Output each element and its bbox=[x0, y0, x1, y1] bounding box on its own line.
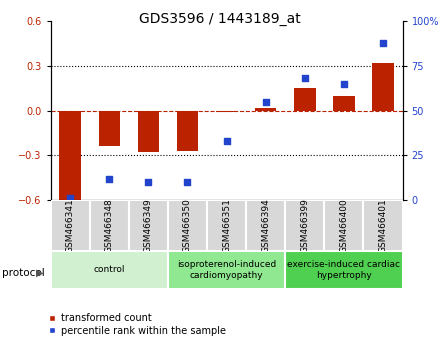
Text: isoproterenol-induced
cardiomyopathy: isoproterenol-induced cardiomyopathy bbox=[177, 260, 276, 280]
Bar bbox=[177, 110, 198, 151]
Text: GDS3596 / 1443189_at: GDS3596 / 1443189_at bbox=[139, 12, 301, 27]
Bar bbox=[324, 200, 363, 251]
Point bbox=[223, 138, 230, 144]
Text: control: control bbox=[94, 266, 125, 274]
Bar bbox=[216, 110, 237, 112]
Bar bbox=[99, 110, 120, 147]
Bar bbox=[333, 96, 355, 110]
Point bbox=[66, 195, 73, 201]
Bar bbox=[285, 251, 403, 289]
Bar bbox=[51, 251, 168, 289]
Point bbox=[262, 99, 269, 104]
Text: ▶: ▶ bbox=[36, 268, 44, 278]
Text: GSM466399: GSM466399 bbox=[301, 198, 309, 253]
Point bbox=[184, 179, 191, 185]
Bar bbox=[168, 251, 285, 289]
Point bbox=[106, 176, 113, 181]
Bar bbox=[372, 63, 394, 110]
Legend: transformed count, percentile rank within the sample: transformed count, percentile rank withi… bbox=[44, 309, 230, 339]
Bar bbox=[363, 200, 403, 251]
Text: GSM466350: GSM466350 bbox=[183, 198, 192, 253]
Bar bbox=[168, 200, 207, 251]
Bar bbox=[207, 200, 246, 251]
Point bbox=[341, 81, 348, 87]
Text: GSM466394: GSM466394 bbox=[261, 198, 270, 253]
Text: exercise-induced cardiac
hypertrophy: exercise-induced cardiac hypertrophy bbox=[287, 260, 400, 280]
Text: GSM466401: GSM466401 bbox=[378, 198, 388, 253]
Bar bbox=[294, 88, 315, 110]
Text: GSM466351: GSM466351 bbox=[222, 198, 231, 253]
Bar bbox=[51, 200, 90, 251]
Text: GSM466348: GSM466348 bbox=[105, 198, 114, 253]
Point bbox=[145, 179, 152, 185]
Text: protocol: protocol bbox=[2, 268, 45, 278]
Point bbox=[301, 76, 308, 81]
Bar bbox=[90, 200, 129, 251]
Text: GSM466400: GSM466400 bbox=[339, 198, 348, 253]
Point bbox=[380, 40, 387, 46]
Bar bbox=[246, 200, 285, 251]
Text: GSM466349: GSM466349 bbox=[144, 198, 153, 253]
Text: GSM466341: GSM466341 bbox=[66, 198, 75, 253]
Bar bbox=[59, 110, 81, 200]
Bar bbox=[129, 200, 168, 251]
Bar bbox=[255, 108, 276, 110]
Bar bbox=[285, 200, 324, 251]
Bar bbox=[138, 110, 159, 152]
